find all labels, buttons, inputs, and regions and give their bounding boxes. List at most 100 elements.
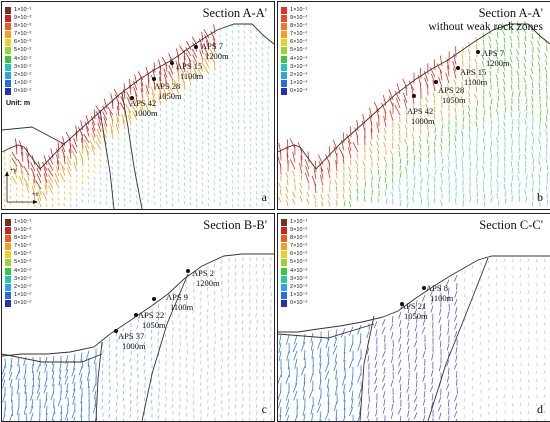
legend-row: 0×10⁻²: [281, 87, 331, 95]
displacement-vector: [172, 355, 173, 359]
displacement-vector: [238, 48, 239, 51]
displacement-vector: [112, 117, 113, 127]
displacement-vector: [270, 334, 271, 338]
displacement-vector: [136, 136, 137, 139]
displacement-vector: [334, 361, 337, 371]
displacement-vector: [484, 180, 485, 186]
legend-label: 3×10⁻²: [290, 63, 307, 71]
displacement-vector: [532, 54, 533, 60]
legend-swatch: [5, 72, 11, 79]
displacement-vector: [136, 195, 137, 198]
displacement-vector: [416, 372, 417, 379]
displacement-vector: [374, 385, 377, 391]
displacement-vector: [123, 356, 124, 360]
displacement-vector: [475, 59, 477, 65]
displacement-vector: [484, 145, 485, 151]
displacement-vector: [242, 292, 243, 296]
legend-row: 0×10⁻²: [5, 87, 55, 95]
displacement-vector: [143, 155, 144, 158]
displacement-vector: [371, 169, 372, 175]
displacement-vector: [496, 403, 497, 406]
legend-row: 7×10⁻²: [281, 242, 331, 250]
legend-label: 1×10⁻¹: [14, 218, 31, 226]
displacement-vector: [172, 156, 173, 159]
legend-swatch: [5, 64, 11, 71]
displacement-vector: [504, 163, 505, 169]
displacement-vector: [325, 363, 329, 372]
displacement-vector: [454, 315, 457, 322]
displacement-vector: [472, 346, 473, 349]
displacement-vector: [202, 183, 203, 186]
displacement-vector: [208, 89, 209, 92]
displacement-vector: [448, 400, 449, 407]
displacement-vector: [545, 355, 546, 358]
legend-swatch: [281, 259, 287, 266]
displacement-vector: [173, 161, 174, 164]
displacement-vector: [208, 125, 209, 128]
displacement-vector: [407, 346, 409, 353]
displacement-vector: [413, 169, 414, 175]
displacement-vector: [300, 182, 302, 188]
displacement-vector: [544, 267, 545, 270]
displacement-vector: [400, 328, 401, 335]
displacement-vector: [200, 319, 201, 323]
displacement-vector: [142, 203, 143, 206]
displacement-vector: [137, 367, 138, 371]
displacement-vector: [196, 109, 197, 112]
displacement-vector: [372, 189, 373, 195]
displacement-vector: [328, 194, 330, 200]
displacement-vector: [393, 340, 394, 347]
displacement-vector: [9, 414, 12, 421]
displacement-vector: [286, 173, 288, 179]
displacement-vector: [123, 391, 124, 395]
displacement-vector: [399, 130, 400, 136]
displacement-vector: [455, 108, 456, 114]
displacement-vector: [196, 85, 197, 88]
displacement-vector: [539, 180, 540, 186]
displacement-vector: [463, 194, 464, 200]
displacement-vector: [342, 416, 345, 421]
displacement-vector: [407, 322, 409, 329]
displacement-vector: [116, 346, 117, 350]
displacement-vector: [220, 35, 222, 38]
displacement-vector: [214, 60, 215, 70]
displacement-vector: [148, 182, 149, 185]
displacement-vector: [440, 56, 442, 67]
displacement-vector: [244, 198, 245, 201]
legend-label: 6×10⁻²: [290, 250, 307, 258]
weak-zone-boundary: [2, 127, 64, 144]
displacement-vector: [103, 385, 104, 389]
displacement-vector: [242, 404, 243, 408]
displacement-vector: [231, 103, 233, 106]
displacement-vector: [123, 187, 125, 190]
displacement-vector: [238, 60, 239, 63]
displacement-vector: [166, 129, 167, 132]
displacement-vector: [208, 131, 209, 134]
displacement-vector: [207, 315, 208, 319]
displacement-vector: [238, 84, 239, 87]
displacement-vector: [489, 36, 491, 42]
displacement-vector: [496, 323, 497, 326]
displacement-vector: [420, 157, 421, 163]
displacement-vector: [268, 64, 269, 67]
displacement-vector: [76, 156, 78, 166]
weak-zone-boundary: [278, 324, 374, 338]
displacement-vector: [112, 178, 113, 181]
displacement-vector: [513, 379, 514, 382]
displacement-vector: [178, 164, 179, 167]
displacement-vector: [202, 177, 204, 180]
displacement-vector: [424, 407, 425, 414]
displacement-vector: [524, 63, 526, 69]
displacement-vector: [235, 349, 236, 353]
displacement-vector: [235, 363, 236, 367]
displacement-vector: [184, 189, 185, 192]
displacement-vector: [537, 267, 538, 270]
displacement-vector: [154, 160, 155, 163]
displacement-vector: [190, 185, 191, 188]
displacement-vector: [385, 170, 386, 176]
displacement-vector: [148, 152, 150, 155]
displacement-vector: [207, 371, 208, 375]
displacement-vector: [237, 181, 239, 184]
displacement-vector: [480, 406, 481, 409]
